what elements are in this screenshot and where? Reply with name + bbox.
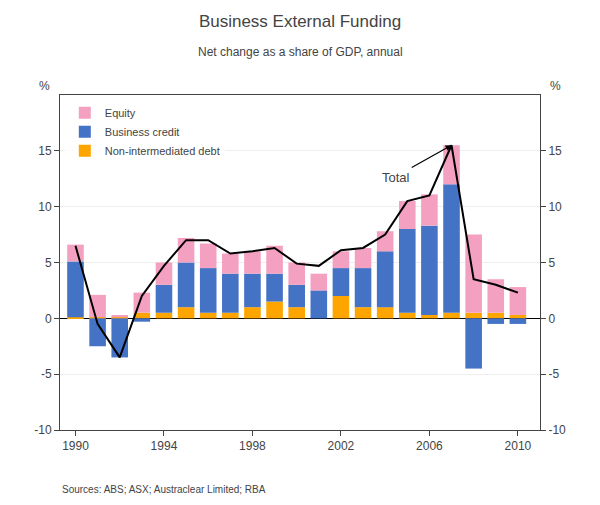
svg-text:Total: Total <box>382 170 410 185</box>
svg-text:-10: -10 <box>34 423 52 437</box>
svg-text:10: 10 <box>38 200 52 214</box>
svg-text:2010: 2010 <box>505 439 532 453</box>
svg-text:1994: 1994 <box>151 439 178 453</box>
svg-text:15: 15 <box>548 144 562 158</box>
svg-text:2002: 2002 <box>328 439 355 453</box>
svg-text:2006: 2006 <box>416 439 443 453</box>
svg-text:-5: -5 <box>41 367 52 381</box>
svg-text:5: 5 <box>45 256 52 270</box>
svg-text:%: % <box>550 79 561 93</box>
svg-text:10: 10 <box>548 200 562 214</box>
svg-text:-5: -5 <box>548 367 559 381</box>
svg-text:5: 5 <box>548 256 555 270</box>
svg-text:%: % <box>39 79 50 93</box>
svg-text:Business credit: Business credit <box>105 126 180 138</box>
svg-text:Equity: Equity <box>105 107 136 119</box>
svg-text:0: 0 <box>45 312 52 326</box>
svg-text:1998: 1998 <box>239 439 266 453</box>
svg-text:15: 15 <box>38 144 52 158</box>
svg-text:Non-intermediated debt: Non-intermediated debt <box>105 145 220 157</box>
svg-text:-10: -10 <box>548 423 566 437</box>
svg-text:0: 0 <box>548 312 555 326</box>
svg-text:Net change as a share of GDP,: Net change as a share of GDP, annual <box>198 45 403 59</box>
svg-text:Sources: ABS; ASX; Austraclear: Sources: ABS; ASX; Austraclear Limited; … <box>62 484 266 495</box>
svg-text:1990: 1990 <box>62 439 89 453</box>
svg-text:Business External Funding: Business External Funding <box>199 12 401 31</box>
